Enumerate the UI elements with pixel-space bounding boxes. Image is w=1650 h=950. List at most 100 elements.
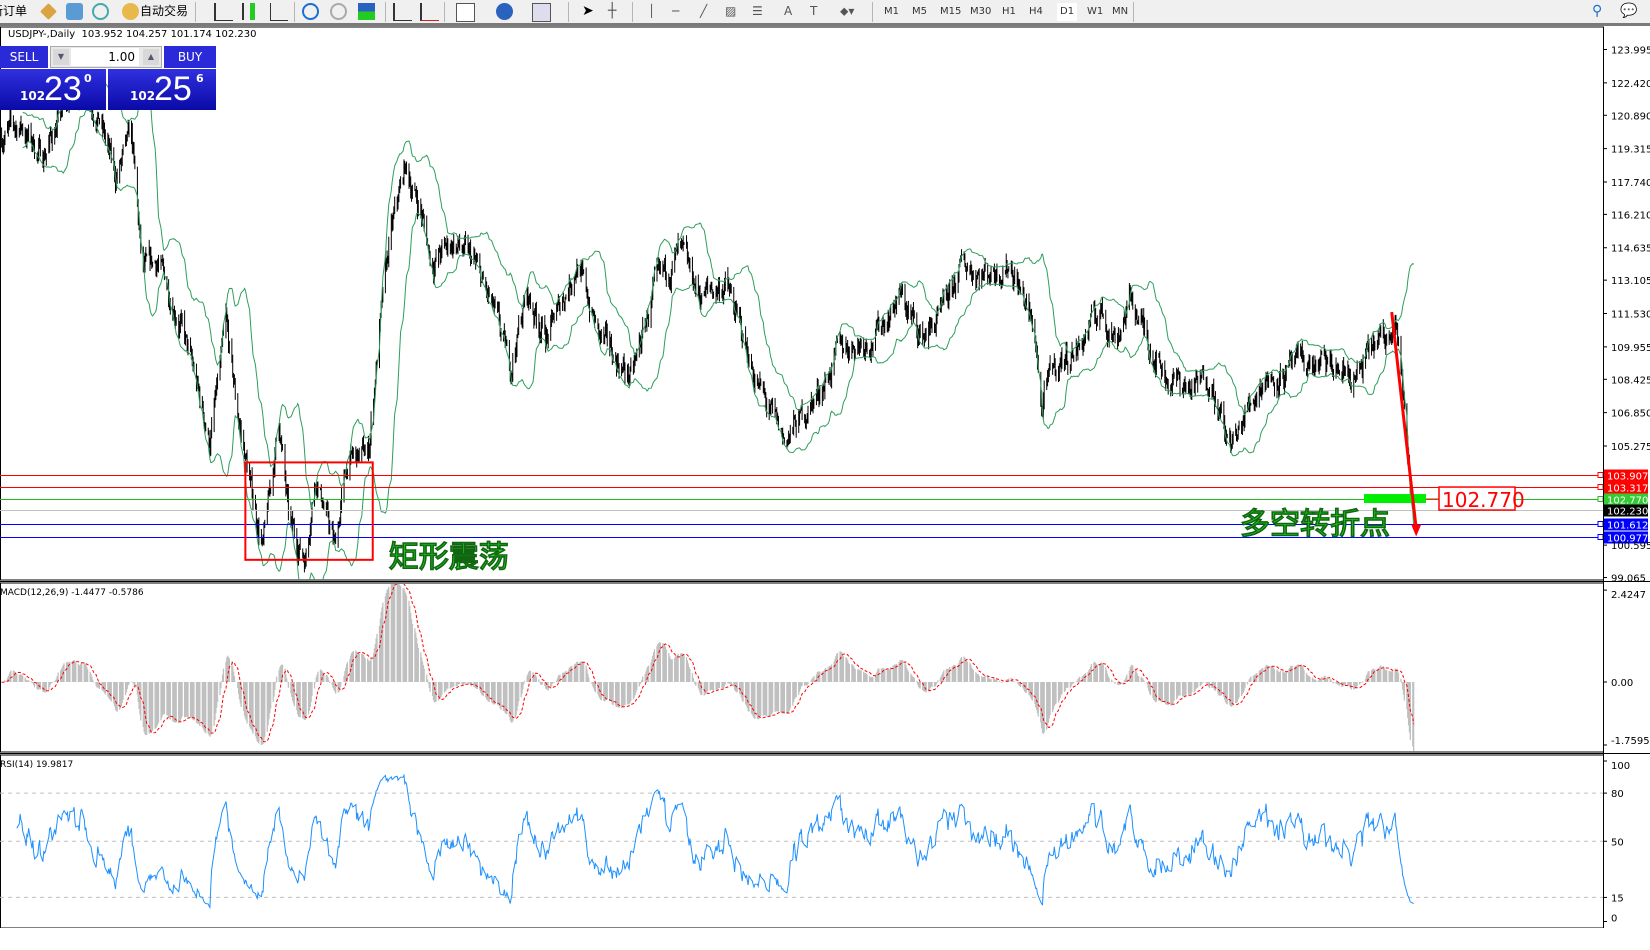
- auto-trading-icon[interactable]: [122, 3, 139, 20]
- search-icon[interactable]: ⚲: [1592, 3, 1603, 19]
- rsi-tick-label: 15: [1611, 893, 1624, 904]
- tile-windows-icon[interactable]: [358, 3, 375, 20]
- price-label: 100.977: [1607, 534, 1648, 545]
- range-box: [244, 461, 374, 561]
- price-label: 103.907: [1607, 472, 1648, 483]
- auto-trading-button[interactable]: 自动交易: [140, 4, 189, 18]
- sell-button[interactable]: SELL: [0, 46, 48, 68]
- text-label-icon[interactable]: T: [810, 4, 818, 18]
- data-window-icon[interactable]: [66, 3, 83, 20]
- equidistant-channel-icon[interactable]: ▨: [725, 4, 737, 18]
- navigator-icon[interactable]: [92, 3, 109, 20]
- price-tick-label: 106.850: [1611, 409, 1650, 420]
- timeframe-m15[interactable]: M15: [940, 6, 962, 17]
- price-tick-label: 99.065: [1611, 574, 1646, 585]
- lot-size-stepper[interactable]: ▼ ▲: [50, 46, 162, 68]
- price-label-bg: [1604, 469, 1648, 482]
- chat-icon[interactable]: 💬: [1620, 3, 1638, 19]
- line-chart-icon[interactable]: [270, 3, 288, 21]
- macd-tick-label: 2.4247: [1611, 590, 1646, 601]
- rsi-tick-label: 50: [1611, 837, 1624, 848]
- horizontal-line-icon[interactable]: ─: [672, 4, 680, 18]
- bollinger-upper-band: [22, 70, 1415, 510]
- lot-size-input[interactable]: [71, 48, 139, 66]
- chart-shift-icon[interactable]: [420, 3, 439, 21]
- price-label-bg: [1604, 518, 1648, 531]
- buy-price-fraction: 6: [196, 72, 204, 85]
- bar-chart-icon[interactable]: [214, 3, 233, 21]
- timeframe-mn[interactable]: MN: [1112, 6, 1129, 17]
- price-line-handle: [1597, 496, 1604, 502]
- price-line-handle: [1597, 484, 1604, 490]
- sell-price-pips: 23: [44, 70, 82, 108]
- price-line-handle: [1597, 472, 1604, 478]
- periods-icon[interactable]: [496, 3, 513, 20]
- rsi-line: [16, 773, 1414, 910]
- price-label: 103.317: [1607, 484, 1648, 495]
- price-label-bg: [1604, 481, 1648, 494]
- market-watch-icon[interactable]: [40, 3, 57, 20]
- price-tick-label: 113.105: [1611, 276, 1650, 287]
- templates-icon[interactable]: [532, 3, 551, 22]
- price-line-handle: [1597, 521, 1604, 527]
- vertical-line-icon[interactable]: │: [648, 4, 656, 18]
- fibonacci-icon[interactable]: ☰: [752, 4, 763, 18]
- ohlc-values: 103.952 104.257 101.174 102.230: [81, 29, 257, 40]
- crosshair-icon[interactable]: ┼: [608, 3, 617, 19]
- sell-price-prefix: 102: [20, 89, 46, 103]
- indicators-icon[interactable]: [456, 3, 475, 22]
- price-line-handle: [1597, 534, 1604, 540]
- macd-tick-label: -1.7595: [1611, 736, 1650, 747]
- price-label: 102.230: [1607, 507, 1648, 518]
- panel-frame-0: [0, 26, 1604, 581]
- buy-button[interactable]: BUY: [164, 46, 216, 68]
- price-tick-label: 117.740: [1611, 178, 1650, 189]
- price-tick-label: 116.210: [1611, 210, 1650, 221]
- rsi-tick-label: 0: [1611, 914, 1617, 925]
- pivot-zone-bar: [1364, 494, 1426, 504]
- chart-window[interactable]: 103.907 103.317 102.770 102.230 101.612 100.9…: [0, 26, 1650, 928]
- rsi-tick-label: 80: [1611, 789, 1624, 800]
- pivot-label: 多空转折点: [1240, 507, 1390, 542]
- timeframe-m1[interactable]: M1: [884, 6, 899, 17]
- candlestick-icon[interactable]: [242, 3, 261, 20]
- symbol-label: USDJPY-,Daily: [8, 29, 76, 40]
- rsi-label: RSI(14) 19.9817: [0, 760, 73, 770]
- buy-price-pips: 25: [154, 70, 192, 108]
- toolbar: 新订单 自动交易 ➤ ┼ │ ─ ╱ ▨ ☰ A T ⬥▾ M1 M5 M15 …: [0, 0, 1650, 26]
- trendline-icon[interactable]: ╱: [700, 4, 708, 18]
- timeframe-h1[interactable]: H1: [1002, 6, 1016, 17]
- arrows-icon[interactable]: ⬥▾: [840, 4, 855, 18]
- cursor-icon[interactable]: ➤: [582, 3, 594, 19]
- increase-lot-button[interactable]: ▲: [143, 49, 159, 65]
- pivot-price-box: [1438, 486, 1516, 511]
- price-label-bg: [1604, 531, 1648, 544]
- auto-scroll-icon[interactable]: [393, 3, 412, 21]
- rsi-tick-label: 100: [1611, 761, 1630, 772]
- date-axis-area: [0, 928, 1650, 950]
- price-label-bg: [1604, 493, 1648, 506]
- trend-arrow-head: [1411, 524, 1422, 537]
- zoom-out-icon[interactable]: [330, 3, 347, 20]
- price-label: 102.770: [1607, 496, 1648, 507]
- decrease-lot-button[interactable]: ▼: [53, 49, 69, 65]
- text-icon[interactable]: A: [784, 4, 793, 18]
- chart-canvas[interactable]: 103.907103.317102.770102.230101.612100.9…: [0, 26, 1650, 928]
- price-tick-label: 100.595: [1611, 541, 1650, 552]
- new-order-button[interactable]: 新订单: [0, 4, 28, 18]
- macd-label: MACD(12,26,9) -1.4477 -0.5786: [0, 588, 144, 598]
- timeframe-w1[interactable]: W1: [1087, 6, 1104, 17]
- buy-price-box[interactable]: 102 25 6: [108, 69, 216, 110]
- price-tick-label: 114.635: [1611, 244, 1650, 255]
- timeframe-m5[interactable]: M5: [912, 6, 927, 17]
- panel-frame-1: [0, 582, 1604, 753]
- trend-arrow-line: [1390, 311, 1418, 529]
- timeframe-m30[interactable]: M30: [970, 6, 992, 17]
- timeframe-d1[interactable]: D1: [1057, 3, 1078, 21]
- range-box-label: 矩形震荡: [389, 540, 509, 575]
- timeframe-h4[interactable]: H4: [1029, 6, 1043, 17]
- sell-price-box[interactable]: 102 23 0: [0, 69, 106, 110]
- price-tick-label: 123.995: [1611, 46, 1650, 57]
- pivot-price-label: 102.770: [1442, 488, 1525, 512]
- zoom-in-icon[interactable]: [302, 3, 319, 20]
